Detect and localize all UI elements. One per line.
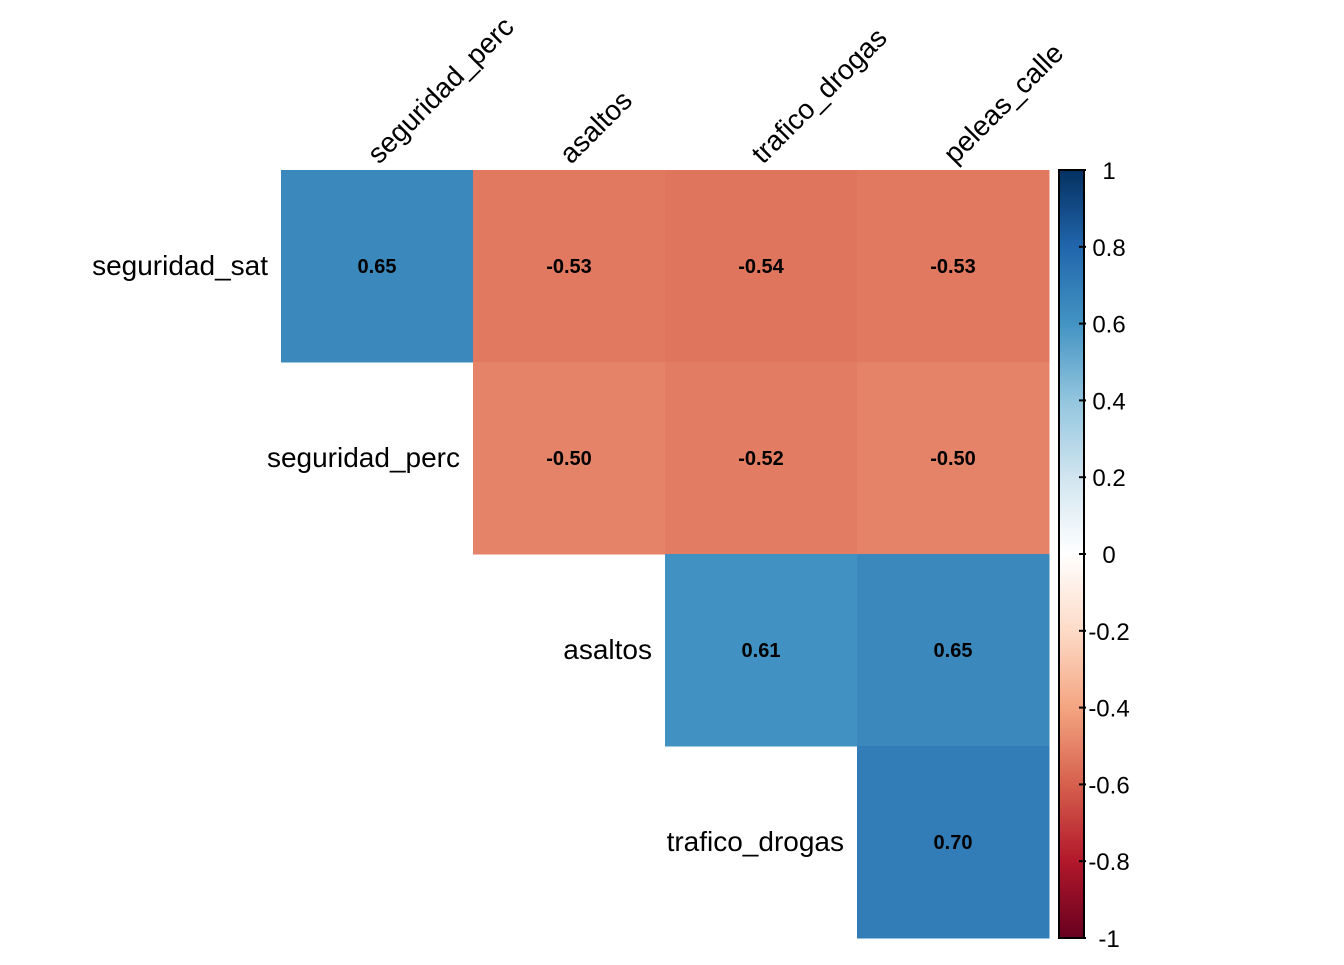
heatmap-cell	[281, 170, 474, 363]
column-label: seguridad_perc	[361, 11, 519, 169]
colorbar-tick-label: 1	[1102, 158, 1115, 185]
colorbar-tick-label: -0.6	[1088, 772, 1129, 799]
cell-value-label: -0.54	[738, 256, 784, 278]
column-label: trafico_drogas	[745, 22, 892, 169]
heatmap-cell	[857, 746, 1050, 939]
colorbar-tick-label: 0.8	[1092, 235, 1125, 262]
cell-value-label: -0.50	[930, 448, 976, 470]
colorbar-tick-label: 0.6	[1092, 312, 1125, 339]
heatmap-cell	[857, 362, 1050, 555]
heatmap-cell	[857, 554, 1050, 747]
heatmap-cell	[473, 170, 666, 363]
column-label: asaltos	[553, 85, 638, 170]
column-label: peleas_calle	[937, 37, 1069, 169]
cell-value-label: -0.53	[546, 256, 592, 278]
row-label: seguridad_sat	[92, 250, 268, 281]
heatmap-cell	[857, 170, 1050, 363]
row-label: asaltos	[563, 634, 652, 665]
colorbar-tick-label: 0.4	[1092, 388, 1125, 415]
row-label: seguridad_perc	[267, 442, 460, 473]
cell-value-label: 0.70	[934, 832, 973, 854]
cell-value-label: 0.61	[742, 640, 781, 662]
cell-value-label: -0.50	[546, 448, 592, 470]
colorbar-tick-label: -0.4	[1088, 696, 1129, 723]
cell-value-label: 0.65	[934, 640, 973, 662]
colorbar-tick-label: -1	[1098, 926, 1119, 953]
colorbar-tick-label: 0.2	[1092, 465, 1125, 492]
heatmap-cell	[665, 554, 858, 747]
heatmap-cell	[665, 362, 858, 555]
heatmap-cell	[665, 170, 858, 363]
colorbar-tick-label: 0	[1102, 542, 1115, 569]
cell-value-label: -0.52	[738, 448, 784, 470]
colorbar-tick-label: -0.2	[1088, 619, 1129, 646]
cell-value-label: 0.65	[358, 256, 397, 278]
cell-value-label: -0.53	[930, 256, 976, 278]
colorbar-tick-label: -0.8	[1088, 849, 1129, 876]
row-label: trafico_drogas	[667, 826, 844, 857]
heatmap-cell	[473, 362, 666, 555]
